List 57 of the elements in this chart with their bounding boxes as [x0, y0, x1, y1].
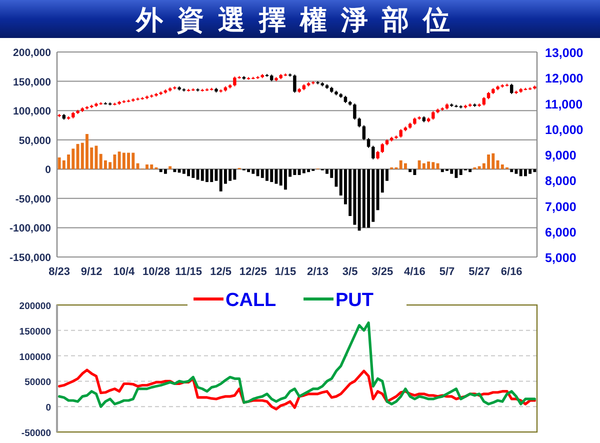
y2-tick-label: 6,000 [545, 225, 576, 240]
bar [510, 169, 514, 172]
y-tick-label: 150,000 [13, 76, 52, 88]
line-series [58, 321, 536, 408]
x-tick-label: 9/12 [80, 266, 102, 278]
y-tick-label: 200000 [19, 301, 51, 312]
y2-tick-label: 12,000 [545, 72, 584, 86]
candlestick [380, 142, 384, 154]
chart-title: 外資選擇權淨部位 [135, 5, 464, 35]
x-tick-label: 1/15 [274, 266, 296, 278]
y-tick-label: 100000 [19, 352, 51, 363]
y-tick-label: 0 [46, 402, 51, 414]
y-tick-label: -100,000 [10, 222, 52, 235]
y2-tick-label: 11,000 [545, 97, 583, 112]
x-tick-label: 5/27 [468, 266, 490, 278]
candlestick [510, 83, 514, 95]
y-tick-label: 200,000 [13, 47, 52, 59]
x-tick-label: 2/13 [307, 266, 328, 278]
y-tick-label: 150000 [19, 326, 51, 338]
y-tick-label: -150,000 [10, 252, 52, 264]
x-tick-label: 3/5 [342, 266, 358, 278]
bar [168, 166, 172, 170]
bar [514, 169, 518, 174]
y-tick-label: 50000 [24, 377, 51, 388]
candlestick [362, 124, 366, 141]
legend-label: PUT [336, 290, 374, 311]
x-tick-label: 8/23 [48, 266, 70, 278]
legend-label: CALL [226, 290, 277, 311]
y2-tick-label: 5,000 [545, 251, 576, 265]
y-tick-label: -50000 [21, 428, 51, 439]
x-tick-label: 10/4 [113, 266, 136, 278]
y2-tick-label: 8,000 [545, 174, 576, 188]
y-tick-label: 50,000 [18, 134, 52, 147]
x-tick-label: 11/15 [175, 266, 202, 278]
bar [173, 169, 176, 172]
y2-tick-label: 10,000 [545, 122, 584, 137]
x-tick-label: 5/7 [439, 266, 455, 278]
y-tick-label: 100,000 [13, 106, 52, 118]
x-tick-label: 3/25 [372, 266, 394, 278]
x-tick-label: 12/25 [239, 266, 267, 278]
candlestick [353, 103, 356, 120]
candlestick [372, 145, 375, 160]
bar [404, 163, 407, 170]
y2-tick-label: 9,000 [545, 148, 576, 162]
y2-tick-label: 7,000 [545, 200, 576, 214]
y2-tick-label: 13,000 [545, 46, 584, 60]
x-tick-label: 10/28 [142, 266, 170, 278]
y-tick-label: -50,000 [15, 193, 52, 206]
x-tick-label: 6/16 [500, 266, 522, 278]
bar [164, 169, 167, 174]
candlestick [358, 117, 361, 128]
candlestick [293, 74, 296, 94]
x-tick-label: 4/16 [404, 266, 426, 278]
x-tick-label: 12/5 [210, 266, 232, 278]
candlestick [366, 138, 370, 148]
y-tick-label: 0 [45, 164, 52, 176]
bar [408, 169, 412, 172]
